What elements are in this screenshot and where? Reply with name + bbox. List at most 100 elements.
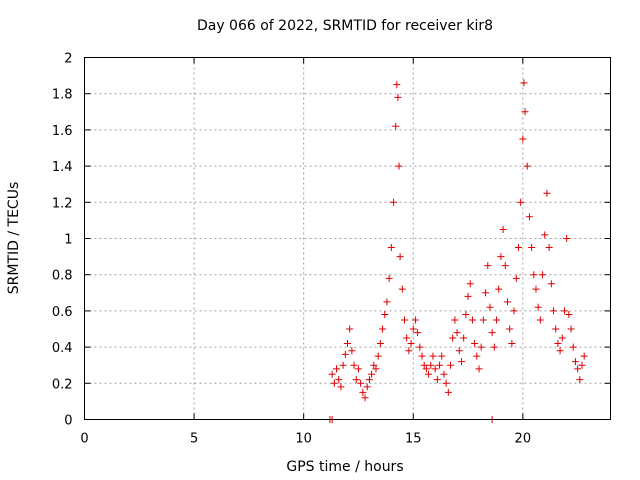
data-point bbox=[376, 339, 384, 347]
data-point bbox=[499, 225, 507, 233]
data-point bbox=[348, 347, 356, 355]
data-point bbox=[517, 198, 525, 206]
x-tick-label: 20 bbox=[515, 432, 532, 447]
y-tick-label: 0.2 bbox=[52, 377, 73, 392]
data-point bbox=[403, 334, 411, 342]
data-point bbox=[482, 289, 490, 297]
y-tick-label: 0.4 bbox=[52, 341, 73, 356]
data-point bbox=[335, 376, 343, 384]
data-point bbox=[385, 274, 393, 282]
data-point bbox=[449, 334, 457, 342]
data-point bbox=[558, 334, 566, 342]
y-tick-label: 1 bbox=[64, 233, 72, 248]
data-point bbox=[379, 325, 387, 333]
data-point bbox=[422, 365, 430, 373]
data-point bbox=[530, 271, 538, 279]
data-point bbox=[554, 339, 562, 347]
data-point bbox=[451, 316, 459, 324]
data-point bbox=[490, 343, 498, 351]
data-point bbox=[414, 329, 422, 337]
data-point bbox=[407, 339, 415, 347]
data-point bbox=[405, 347, 413, 355]
data-point bbox=[354, 365, 362, 373]
data-point bbox=[368, 370, 376, 378]
data-point bbox=[486, 303, 494, 311]
data-point bbox=[457, 358, 465, 366]
axis-ticks bbox=[84, 57, 611, 420]
data-point bbox=[429, 352, 437, 360]
data-point bbox=[411, 316, 419, 324]
y-tick-label: 0.8 bbox=[52, 269, 73, 284]
data-point bbox=[337, 383, 345, 391]
data-point bbox=[510, 307, 518, 315]
data-points bbox=[326, 79, 588, 423]
y-tick-label: 0 bbox=[64, 414, 72, 429]
x-axis-label: GPS time / hours bbox=[286, 459, 403, 475]
data-point bbox=[495, 285, 503, 293]
data-point bbox=[330, 379, 338, 387]
data-point bbox=[514, 244, 522, 252]
data-point bbox=[466, 280, 474, 288]
data-point bbox=[574, 365, 582, 373]
data-point bbox=[444, 388, 452, 396]
y-axis-label: SRMTID / TECUs bbox=[6, 182, 22, 295]
data-point bbox=[344, 339, 351, 347]
data-point bbox=[560, 307, 568, 315]
data-point bbox=[372, 365, 380, 373]
chart-title: Day 066 of 2022, SRMTID for receiver kir… bbox=[197, 18, 493, 34]
data-point bbox=[525, 213, 533, 221]
data-point bbox=[528, 244, 536, 252]
data-point bbox=[556, 347, 564, 355]
data-point bbox=[484, 262, 492, 270]
data-point bbox=[576, 376, 584, 384]
data-point bbox=[350, 361, 358, 369]
data-point bbox=[427, 361, 435, 369]
data-point bbox=[363, 383, 371, 391]
data-point bbox=[395, 162, 403, 170]
data-point bbox=[333, 365, 341, 373]
y-tick-label: 2 bbox=[64, 52, 72, 67]
data-point bbox=[567, 325, 575, 333]
data-point bbox=[361, 394, 369, 402]
data-point bbox=[532, 285, 540, 293]
y-tick-label: 0.6 bbox=[52, 305, 73, 320]
data-point bbox=[396, 253, 404, 261]
x-tick-label: 0 bbox=[80, 432, 88, 447]
data-point bbox=[462, 311, 470, 319]
data-point bbox=[453, 329, 461, 337]
data-point bbox=[390, 198, 398, 206]
data-point bbox=[398, 285, 406, 293]
data-point bbox=[497, 253, 505, 261]
data-point bbox=[464, 292, 472, 300]
x-tick-label: 15 bbox=[405, 432, 422, 447]
data-point bbox=[387, 244, 395, 252]
data-point bbox=[431, 365, 439, 373]
data-point bbox=[488, 329, 496, 337]
data-point bbox=[580, 352, 588, 360]
data-point bbox=[541, 231, 549, 239]
data-point bbox=[392, 122, 400, 130]
data-point bbox=[569, 343, 577, 351]
data-point bbox=[425, 370, 433, 378]
data-point bbox=[503, 298, 511, 306]
data-point bbox=[420, 361, 428, 369]
data-point bbox=[357, 379, 365, 387]
data-point bbox=[341, 350, 349, 358]
data-point bbox=[578, 361, 586, 369]
data-point bbox=[493, 316, 501, 324]
data-point bbox=[455, 347, 463, 355]
data-point bbox=[545, 244, 553, 252]
grid-lines bbox=[84, 57, 611, 420]
data-point bbox=[534, 303, 542, 311]
y-tick-label: 1.2 bbox=[52, 196, 73, 211]
data-point bbox=[359, 388, 367, 396]
data-point bbox=[346, 325, 354, 333]
data-point bbox=[438, 352, 446, 360]
data-point bbox=[460, 334, 468, 342]
data-point bbox=[473, 352, 481, 360]
data-point bbox=[543, 189, 551, 197]
data-point bbox=[383, 298, 391, 306]
x-tick-label: 10 bbox=[295, 432, 312, 447]
data-point bbox=[436, 361, 444, 369]
data-point bbox=[520, 79, 528, 87]
